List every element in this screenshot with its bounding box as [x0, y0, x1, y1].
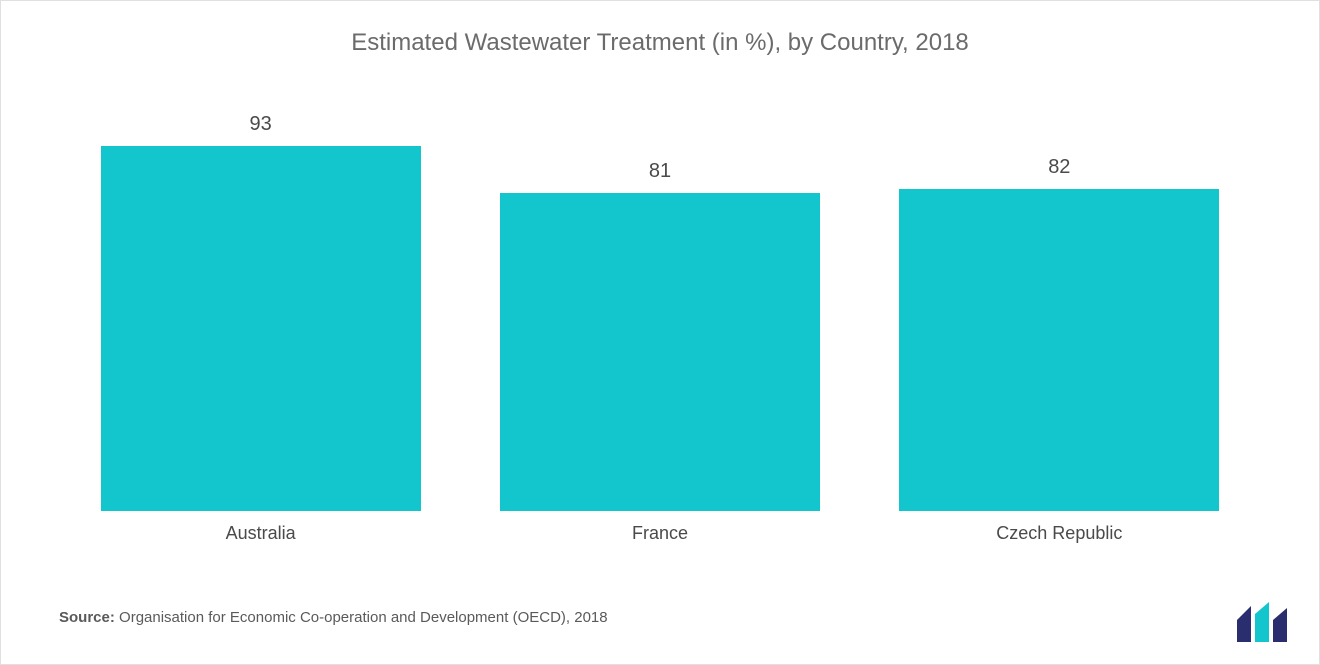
chart-title: Estimated Wastewater Treatment (in %), b…	[1, 1, 1319, 57]
bar-group-australia: 93 Australia	[101, 113, 421, 544]
bar-value: 93	[250, 113, 272, 136]
bar-value: 82	[1048, 156, 1070, 179]
bar-value: 81	[649, 160, 671, 183]
bar-group-france: 81 France	[500, 160, 820, 544]
brand-logo-icon	[1235, 602, 1291, 644]
bar	[101, 146, 421, 511]
source-line: Source: Organisation for Economic Co-ope…	[59, 609, 608, 626]
bar	[899, 189, 1219, 511]
bar-group-czech: 82 Czech Republic	[899, 156, 1219, 544]
bar-label: France	[632, 523, 688, 544]
bar-label: Czech Republic	[996, 523, 1122, 544]
bar	[500, 193, 820, 511]
source-label: Source:	[59, 609, 115, 626]
bar-label: Australia	[226, 523, 296, 544]
chart-area: 93 Australia 81 France 82 Czech Republic	[61, 121, 1259, 544]
source-text: Organisation for Economic Co-operation a…	[115, 609, 608, 626]
